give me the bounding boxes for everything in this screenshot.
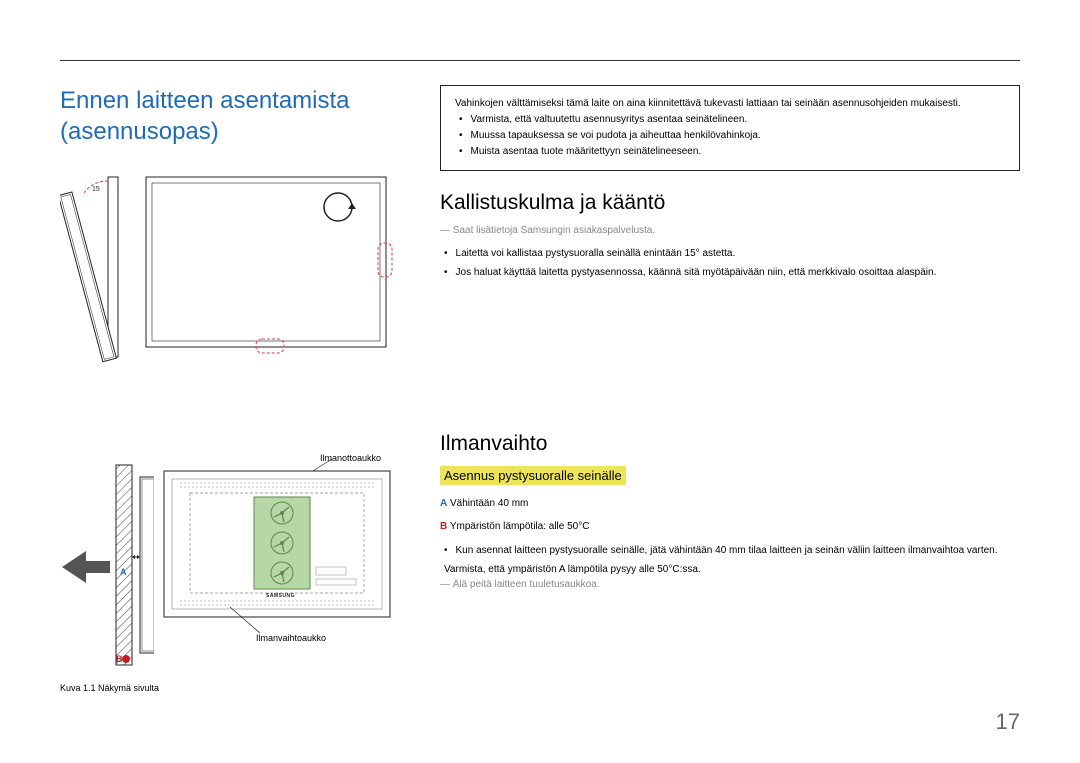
tilt-heading: Kallistuskulma ja kääntö bbox=[440, 191, 1020, 215]
intake-label: Ilmanottoaukko bbox=[320, 453, 381, 463]
warning-item: Muista asentaa tuote määritettyyn seinät… bbox=[459, 144, 1005, 160]
tilt-section: Kallistuskulma ja kääntö Saat lisätietoj… bbox=[440, 191, 1020, 282]
vent-section: Ilmanvaihto Asennus pystysuoralle seinäl… bbox=[440, 432, 1020, 590]
page-number: 17 bbox=[996, 709, 1020, 735]
page-title: Ennen laitteen asentamista (asennusopas) bbox=[60, 85, 400, 147]
tilt-side-svg: 15 bbox=[60, 167, 130, 367]
svg-text:B: B bbox=[116, 654, 123, 664]
fig2-caption: Kuva 1.1 Näkymä sivulta bbox=[60, 683, 400, 693]
vent-note2: Älä peitä laitteen tuuletusaukkoa. bbox=[440, 579, 1020, 590]
vent-rear-svg: SAMSUNG bbox=[160, 457, 400, 637]
warning-lead: Vahinkojen välttämiseksi tämä laite on a… bbox=[455, 96, 1005, 112]
warning-item: Muussa tapauksessa se voi pudota ja aihe… bbox=[459, 128, 1005, 144]
vent-side-svg: A B bbox=[60, 457, 154, 677]
exhaust-label: Ilmanvaihtoaukko bbox=[256, 633, 326, 643]
vent-heading: Ilmanvaihto bbox=[440, 432, 1020, 456]
angle-label: 15 bbox=[92, 186, 100, 193]
rotate-front-svg bbox=[138, 167, 398, 367]
figure-ventilation: A B Ilmanottoaukko bbox=[60, 457, 400, 693]
figure-tilt-rotate: 15 bbox=[60, 167, 400, 367]
tilt-item: Jos haluat käyttää laitetta pystyasennos… bbox=[444, 263, 1020, 282]
vent-para: Kun asennat laitteen pystysuoralle seinä… bbox=[444, 541, 1020, 579]
warning-box: Vahinkojen välttämiseksi tämä laite on a… bbox=[440, 85, 1020, 171]
tilt-item: Laitetta voi kallistaa pystysuoralla sei… bbox=[444, 244, 1020, 263]
spec-a-text: Vähintään 40 mm bbox=[447, 498, 528, 509]
svg-text:A: A bbox=[120, 567, 127, 577]
spec-b-text: Ympäristön lämpötila: alle 50°C bbox=[447, 521, 589, 532]
vent-subheading: Asennus pystysuoralle seinälle bbox=[440, 466, 626, 485]
tilt-note: Saat lisätietoja Samsungin asiakaspalvel… bbox=[440, 225, 1020, 236]
svg-text:SAMSUNG: SAMSUNG bbox=[266, 593, 295, 599]
warning-item: Varmista, että valtuutettu asennusyritys… bbox=[459, 112, 1005, 128]
